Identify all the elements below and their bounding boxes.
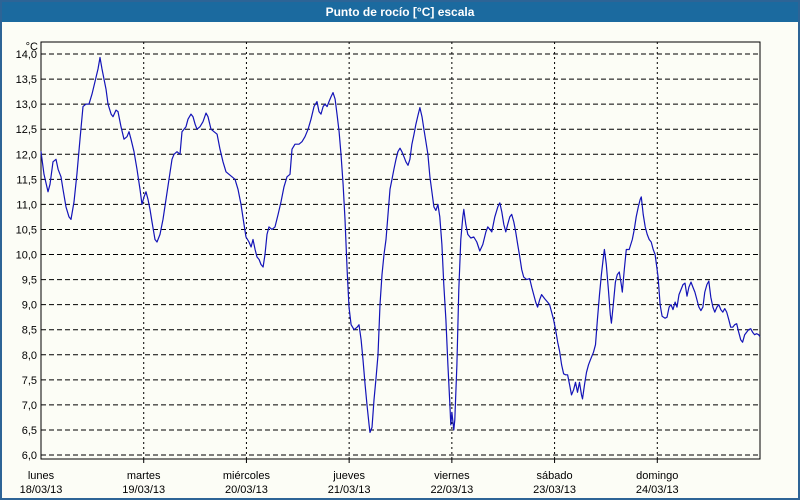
y-tick-label: 12,5 — [16, 124, 37, 136]
y-tick-label: 6,0 — [22, 450, 37, 462]
y-tick-label: 7,5 — [22, 375, 37, 387]
x-date-label: 23/03/13 — [533, 484, 576, 496]
x-day-label: viernes — [434, 470, 470, 482]
x-date-label: 21/03/13 — [328, 484, 371, 496]
x-day-label: sábado — [537, 470, 573, 482]
x-day-label: jueves — [332, 470, 365, 482]
x-date-label: 18/03/13 — [20, 484, 63, 496]
y-tick-label: 12,0 — [16, 149, 37, 161]
y-tick-label: 13,0 — [16, 99, 37, 111]
y-tick-label: 14,0 — [16, 49, 37, 61]
y-tick-label: 13,5 — [16, 74, 37, 86]
y-tick-label: 10,5 — [16, 224, 37, 236]
x-date-label: 22/03/13 — [430, 484, 473, 496]
y-tick-label: 8,5 — [22, 325, 37, 337]
x-day-label: miércoles — [223, 470, 271, 482]
x-day-label: lunes — [28, 470, 55, 482]
data-line — [40, 56, 761, 433]
x-date-label: 24/03/13 — [636, 484, 679, 496]
y-tick-label: 6,5 — [22, 425, 37, 437]
y-tick-label: 8,0 — [22, 350, 37, 362]
window-title: Punto de rocío [°C] escala — [325, 5, 475, 19]
x-day-label: martes — [127, 470, 161, 482]
y-tick-label: 11,0 — [16, 199, 37, 211]
plot-border — [40, 41, 761, 460]
y-tick-label: 7,0 — [22, 400, 37, 412]
y-tick-label: 10,0 — [16, 250, 37, 262]
y-tick-label: 9,0 — [22, 300, 37, 312]
x-day-label: domingo — [636, 470, 678, 482]
title-bar: Punto de rocío [°C] escala — [2, 2, 798, 22]
x-date-label: 20/03/13 — [225, 484, 268, 496]
y-tick-label: 9,5 — [22, 275, 37, 287]
y-tick-label: 11,5 — [16, 174, 37, 186]
y-axis-unit-label: °C — [26, 41, 38, 53]
x-date-label: 19/03/13 — [122, 484, 165, 496]
